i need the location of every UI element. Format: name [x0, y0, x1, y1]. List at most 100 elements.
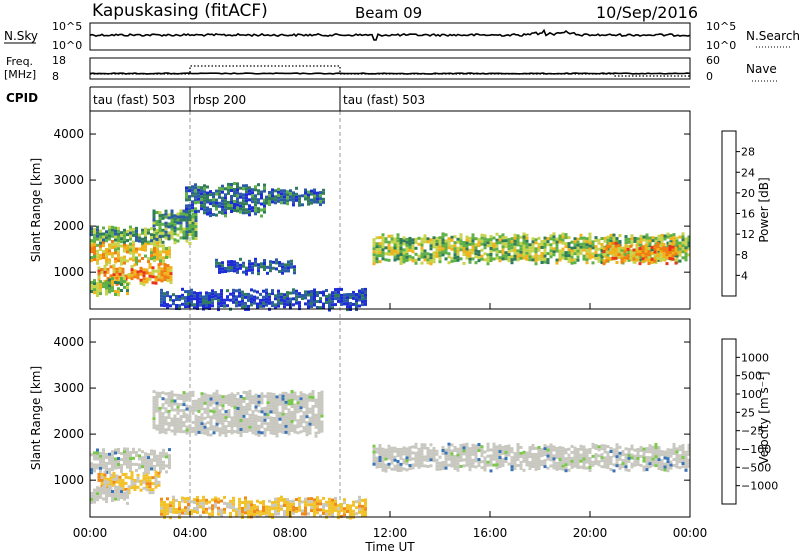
heatmap-cell [516, 464, 520, 467]
heatmap-cell [154, 275, 158, 279]
heatmap-cell [123, 243, 126, 247]
heatmap-cell [659, 244, 663, 248]
heatmap-cell [280, 507, 283, 511]
heatmap-cell [609, 459, 613, 462]
heatmap-cell [239, 201, 242, 205]
heatmap-cell [687, 253, 691, 257]
heatmap-cell [498, 238, 502, 242]
heatmap-cell [495, 463, 499, 467]
heatmap-cell [158, 214, 162, 218]
heatmap-cell [552, 247, 556, 251]
heatmap-cell [135, 235, 138, 239]
heatmap-cell [317, 427, 321, 431]
heatmap-cell [662, 252, 666, 255]
heatmap-cell [221, 431, 225, 435]
heatmap-cell [233, 430, 237, 434]
heatmap-cell [307, 290, 310, 294]
heatmap-cell [193, 498, 196, 501]
heatmap-cell [259, 501, 262, 505]
heatmap-cell [540, 240, 544, 243]
heatmap-cell [600, 252, 604, 255]
heatmap-cell [242, 396, 246, 400]
heatmap-cell [242, 264, 245, 268]
heatmap-cell [141, 456, 144, 460]
heatmap-cell [352, 290, 355, 294]
heatmap-cell [555, 261, 559, 265]
heatmap-cell [153, 467, 156, 471]
heatmap-cell [238, 300, 241, 304]
heatmap-cell [159, 256, 162, 260]
heatmap-cell [120, 490, 123, 494]
heatmap-cell [167, 222, 171, 226]
heatmap-cell [471, 464, 475, 468]
heatmap-cell [299, 400, 303, 404]
heatmap-cell [187, 302, 190, 305]
heatmap-cell [432, 450, 436, 453]
heatmap-cell [441, 446, 445, 449]
heatmap-cell [573, 458, 577, 462]
heatmap-cell [636, 454, 640, 457]
heatmap-cell [402, 257, 406, 261]
heatmap-cell [432, 245, 436, 249]
heatmap-cell [543, 444, 547, 448]
heatmap-cell [316, 499, 319, 503]
heatmap-cell [501, 445, 505, 449]
heatmap-cell [117, 466, 120, 469]
heatmap-cell [218, 210, 221, 214]
heatmap-cell [230, 425, 234, 429]
heatmap-cell [114, 494, 117, 498]
heatmap-cell [193, 501, 196, 504]
heatmap-cell [438, 248, 442, 252]
heatmap-cell [620, 260, 624, 264]
heatmap-cell [334, 496, 337, 500]
heatmap-cell [519, 463, 523, 467]
heatmap-cell [277, 289, 280, 293]
heatmap-cell [292, 499, 295, 503]
heatmap-cell [150, 449, 153, 453]
heatmap-cell [221, 413, 225, 417]
heatmap-cell [117, 281, 120, 285]
heatmap-cell [199, 502, 202, 506]
heatmap-cell [319, 203, 322, 207]
heatmap-cell [429, 253, 433, 257]
heatmap-cell [522, 256, 526, 260]
heatmap-cell [396, 248, 400, 252]
heatmap-cell [375, 459, 379, 463]
heatmap-cell [179, 430, 183, 434]
heatmap-cell [340, 514, 343, 518]
heatmap-cell [624, 241, 628, 245]
heatmap-cell [229, 298, 232, 302]
heatmap-cell [471, 245, 475, 249]
heatmap-cell [657, 446, 661, 450]
heatmap-cell [209, 421, 213, 425]
heatmap-cell [112, 273, 116, 277]
heatmap-cell [158, 430, 162, 434]
heatmap-cell [211, 513, 214, 517]
heatmap-cell [594, 444, 598, 447]
heatmap-cell [390, 252, 394, 256]
heatmap-cell [158, 409, 162, 413]
heatmap-cell [325, 298, 328, 301]
heatmap-cell [115, 267, 119, 271]
heatmap-cell [90, 250, 93, 254]
heatmap-cell [272, 429, 276, 432]
heatmap-cell [194, 192, 197, 196]
heatmap-cell [372, 256, 376, 260]
heatmap-cell [123, 279, 126, 283]
heatmap-cell [501, 245, 505, 249]
heatmap-cell [250, 509, 253, 513]
heatmap-cell [340, 296, 343, 300]
heatmap-cell [239, 257, 242, 261]
heatmap-cell [477, 449, 481, 452]
heatmap-cell [450, 458, 454, 462]
heatmap-cell [653, 253, 657, 257]
heatmap-cell [320, 393, 324, 397]
heatmap-cell [102, 250, 105, 254]
heatmap-cell [217, 302, 220, 306]
heatmap-cell [114, 251, 117, 255]
heatmap-cell [212, 431, 216, 435]
heatmap-cell [314, 416, 318, 420]
heatmap-cell [549, 246, 553, 250]
heatmap-cell [459, 257, 463, 261]
heatmap-cell [277, 301, 280, 305]
